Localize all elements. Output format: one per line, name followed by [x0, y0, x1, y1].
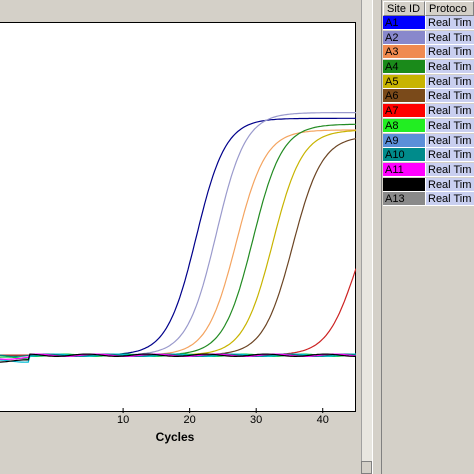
amplification-curve: [0, 117, 356, 356]
amplification-plot-panel: 10 20 30 40 Cycles: [0, 22, 356, 444]
table-row[interactable]: A2 Real Tim: [383, 30, 474, 46]
table-row[interactable]: Real Tim: [383, 177, 474, 193]
site-id-cell[interactable]: A10: [383, 148, 425, 163]
site-id-column-header[interactable]: Site ID: [383, 1, 425, 16]
protocol-cell[interactable]: Real Tim: [425, 30, 474, 45]
x-tick-label: 40: [316, 414, 329, 426]
amplification-curve: [0, 353, 356, 363]
site-table-rows: A1 Real Tim A2 Real Tim A3 Real Tim A4 Real Tim…: [383, 16, 474, 207]
site-id-cell[interactable]: A4: [383, 60, 425, 75]
site-table: Site ID Protoco A1 Real Tim A2 Real Tim A3 Re…: [383, 0, 474, 474]
protocol-cell[interactable]: Real Tim: [425, 60, 474, 75]
protocol-cell[interactable]: Real Tim: [425, 16, 474, 30]
amplification-curve: [0, 353, 356, 357]
table-row[interactable]: A13 Real Tim: [383, 192, 474, 207]
scroll-down-button[interactable]: [361, 461, 372, 474]
site-id-cell[interactable]: A13: [383, 192, 425, 207]
table-row[interactable]: A11 Real Tim: [383, 162, 474, 178]
site-id-cell[interactable]: A5: [383, 74, 425, 89]
site-id-cell[interactable]: A8: [383, 118, 425, 133]
amplification-curve: [0, 130, 356, 356]
amplification-chart: [0, 112, 356, 413]
protocol-cell[interactable]: Real Tim: [425, 192, 474, 207]
plot-area: [0, 22, 356, 413]
table-row[interactable]: A1 Real Tim: [383, 16, 474, 31]
x-tick-label: 20: [183, 414, 196, 426]
amplification-curve: [0, 112, 356, 356]
protocol-cell[interactable]: Real Tim: [425, 45, 474, 60]
protocol-cell[interactable]: Real Tim: [425, 148, 474, 163]
protocol-column-header[interactable]: Protoco: [425, 1, 474, 16]
table-row[interactable]: A3 Real Tim: [383, 45, 474, 60]
site-id-cell[interactable]: A1: [383, 16, 425, 30]
site-id-cell[interactable]: A3: [383, 45, 425, 60]
amplification-curve: [0, 138, 356, 356]
protocol-cell[interactable]: Real Tim: [425, 74, 474, 89]
vertical-scrollbar[interactable]: [361, 0, 373, 474]
x-tick-label: 30: [250, 414, 263, 426]
protocol-cell[interactable]: Real Tim: [425, 104, 474, 119]
site-id-cell[interactable]: A9: [383, 133, 425, 148]
amplification-curve: [0, 353, 356, 363]
protocol-cell[interactable]: Real Tim: [425, 89, 474, 104]
table-row[interactable]: A6 Real Tim: [383, 89, 474, 104]
protocol-cell[interactable]: Real Tim: [425, 177, 474, 192]
protocol-cell[interactable]: Real Tim: [425, 133, 474, 148]
table-row[interactable]: A9 Real Tim: [383, 133, 474, 149]
protocol-cell[interactable]: Real Tim: [425, 118, 474, 133]
table-row[interactable]: A10 Real Tim: [383, 148, 474, 163]
amplification-curve: [0, 129, 356, 356]
protocol-cell[interactable]: Real Tim: [425, 162, 474, 177]
panel-splitter[interactable]: [372, 0, 382, 474]
site-id-cell[interactable]: A2: [383, 30, 425, 45]
site-id-cell[interactable]: [383, 177, 425, 192]
site-id-cell[interactable]: A11: [383, 162, 425, 177]
table-row[interactable]: A5 Real Tim: [383, 74, 474, 90]
table-row[interactable]: A8 Real Tim: [383, 118, 474, 134]
x-axis-title: Cycles: [155, 430, 195, 444]
amplification-curve: [0, 268, 356, 356]
site-id-cell[interactable]: A7: [383, 104, 425, 119]
amplification-curve: [0, 123, 356, 356]
table-row[interactable]: A4 Real Tim: [383, 60, 474, 75]
x-tick-label: 10: [116, 414, 130, 426]
table-row[interactable]: A7 Real Tim: [383, 104, 474, 119]
site-id-cell[interactable]: A6: [383, 89, 425, 104]
